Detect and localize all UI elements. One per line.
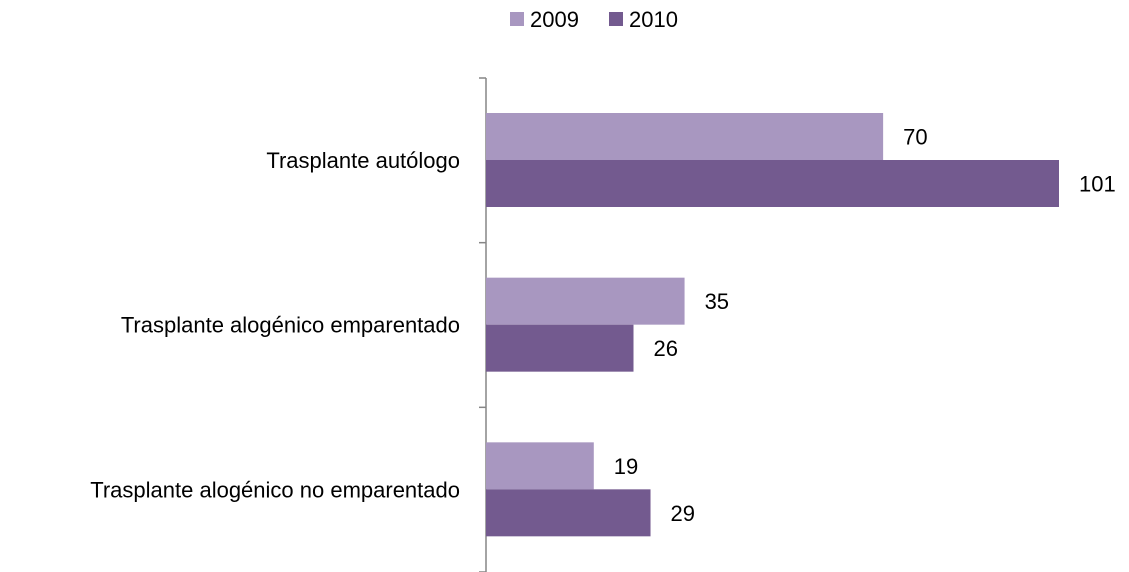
bar-2009-0: [486, 113, 884, 160]
category-labels: Trasplante autólogo Trasplante alogénico …: [90, 148, 460, 502]
legend-swatch-2010: [609, 12, 623, 26]
category-axis: [479, 77, 487, 572]
data-label: 19: [614, 454, 638, 479]
category-label: Trasplante alogénico no emparentado: [90, 477, 460, 502]
category-label: Trasplante alogénico emparentado: [121, 313, 460, 338]
legend-label: 2009: [530, 7, 579, 32]
data-label: 35: [705, 289, 729, 314]
data-label: 29: [671, 501, 695, 526]
bar-2010-1: [486, 324, 634, 372]
data-label: 70: [903, 125, 927, 150]
data-label: 26: [654, 336, 678, 361]
category-label: Trasplante autólogo: [266, 148, 460, 173]
bar-2010-2: [486, 489, 651, 537]
data-labels: 70 101 35 26 19 29: [614, 125, 1116, 526]
legend-swatch-2009: [510, 12, 524, 26]
bars: [486, 113, 1059, 537]
legend-label: 2010: [629, 7, 678, 32]
legend: 2009 2010: [510, 7, 678, 32]
bar-2009-2: [486, 442, 594, 490]
bar-2010-0: [486, 160, 1059, 207]
bar-2009-1: [486, 277, 685, 325]
data-label: 101: [1079, 172, 1116, 197]
